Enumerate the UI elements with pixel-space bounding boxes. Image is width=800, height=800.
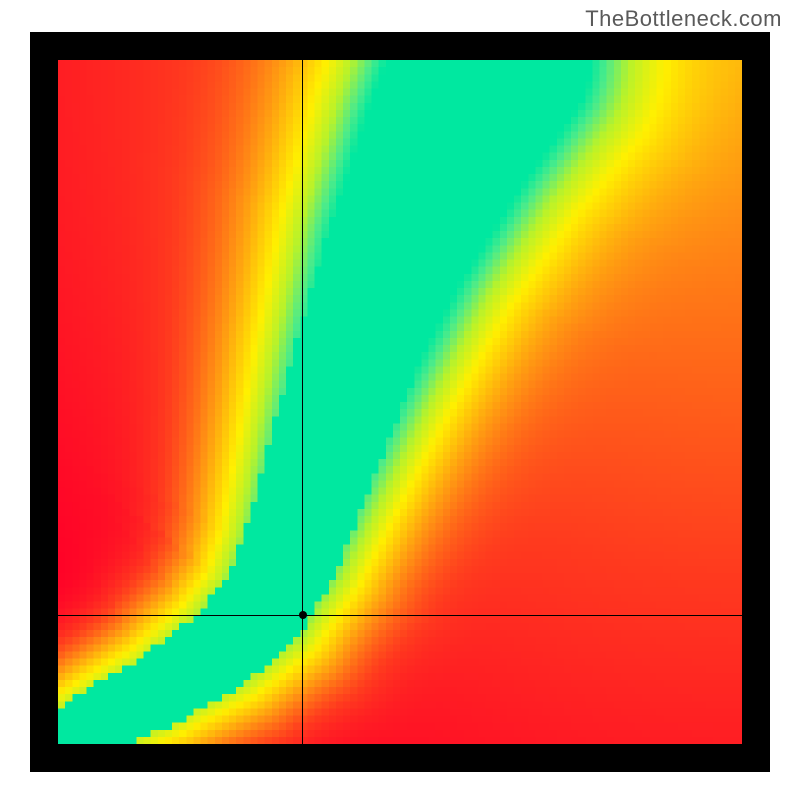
watermark-text: TheBottleneck.com [585, 6, 782, 32]
crosshair-vertical [302, 60, 303, 744]
chart-container: TheBottleneck.com [0, 0, 800, 800]
crosshair-horizontal [58, 615, 742, 616]
heatmap-plot [30, 32, 770, 772]
heatmap-canvas [58, 60, 742, 744]
